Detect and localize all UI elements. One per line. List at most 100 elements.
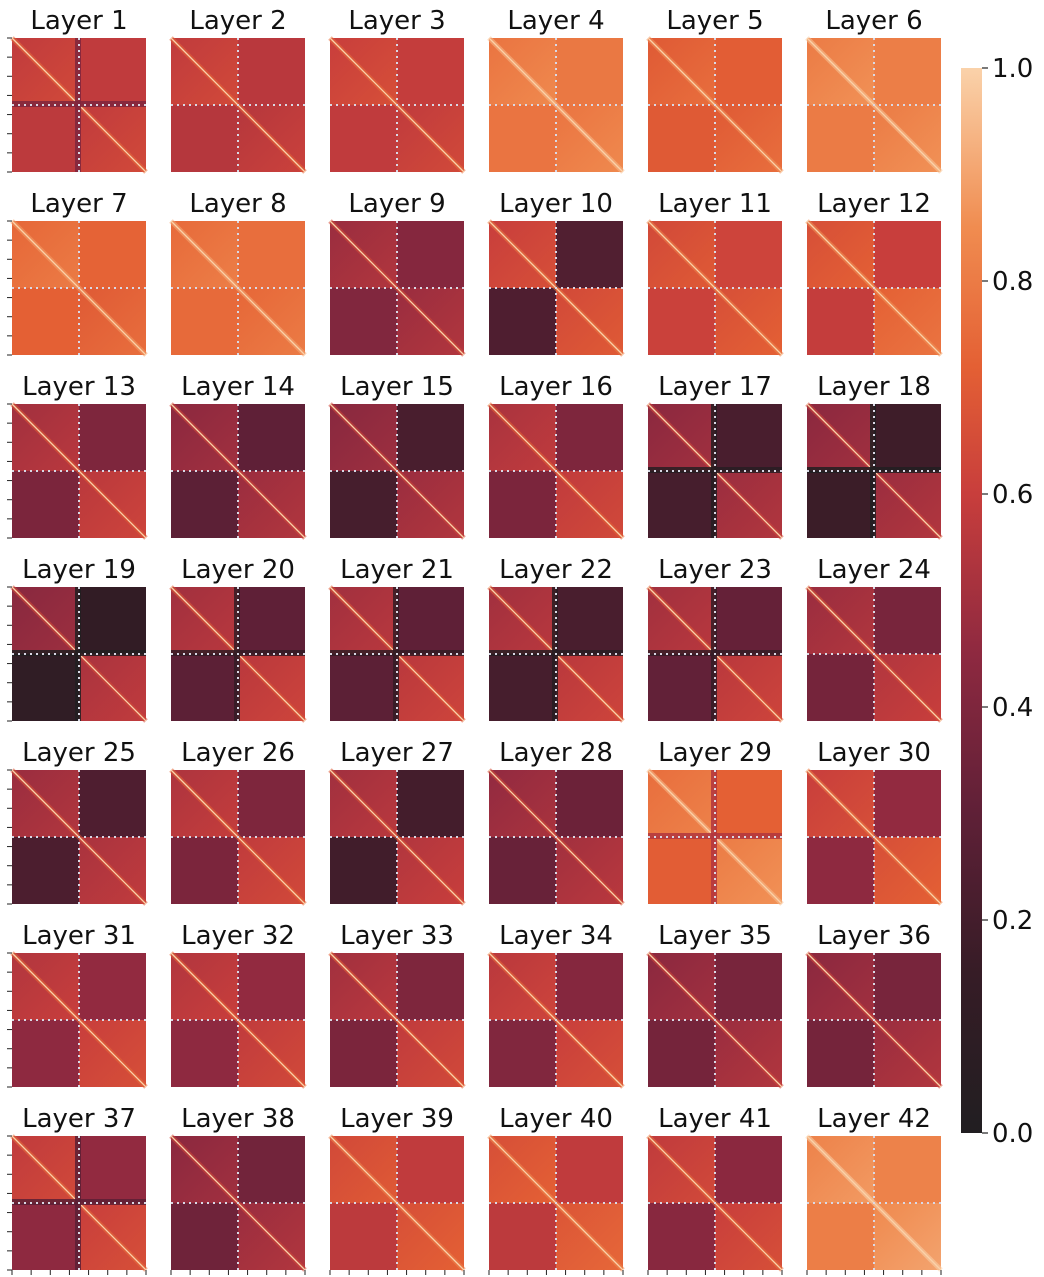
panel-title: Layer 36	[817, 921, 931, 951]
heatmap-block-top-right	[397, 953, 464, 1020]
heatmap-block-bottom-left	[648, 471, 715, 538]
heatmap-block-bottom-left	[489, 471, 556, 538]
panel-title: Layer 16	[499, 372, 613, 402]
panel-title: Layer 31	[22, 921, 136, 951]
heatmap-block-top-right	[238, 587, 305, 654]
heatmap-panel: Layer 20	[169, 555, 307, 723]
heatmap-panel: Layer 6	[805, 6, 943, 174]
heatmap-block-top-right	[79, 770, 146, 837]
heatmap-block-bottom-left	[330, 1020, 397, 1087]
panel-title: Layer 28	[499, 738, 613, 768]
heatmap-panel: Layer 1	[7, 6, 148, 174]
panel-title: Layer 39	[340, 1104, 454, 1134]
heatmap-block-bottom-left	[330, 288, 397, 355]
panel-title: Layer 35	[658, 921, 772, 951]
heatmap-panel: Layer 31	[7, 921, 148, 1089]
heatmap-block-top-right	[874, 221, 941, 288]
heatmap-panel: Layer 14	[169, 372, 307, 540]
heatmap-block-top-right	[397, 221, 464, 288]
heatmap-block-bottom-left	[171, 288, 238, 355]
panel-title: Layer 40	[499, 1104, 613, 1134]
heatmap-block-top-right	[79, 953, 146, 1020]
heatmap-block-top-right	[556, 1136, 623, 1203]
heatmap-block-bottom-left	[12, 1020, 79, 1087]
panel-title: Layer 6	[825, 6, 922, 36]
heatmap-block-top-right	[556, 770, 623, 837]
heatmap-panel: Layer 8	[169, 189, 307, 357]
heatmap-block-top-right	[556, 404, 623, 471]
panel-title: Layer 13	[22, 372, 136, 402]
heatmap-block-bottom-left	[807, 105, 874, 172]
heatmap-panel: Layer 13	[7, 372, 148, 540]
heatmap-block-top-right	[556, 38, 623, 105]
heatmap-panel: Layer 28	[487, 738, 625, 906]
panel-title: Layer 10	[499, 189, 613, 219]
heatmap-block-top-right	[874, 770, 941, 837]
heatmap-panel: Layer 15	[328, 372, 466, 540]
panel-title: Layer 5	[666, 6, 763, 36]
heatmap-block-top-right	[238, 38, 305, 105]
panel-title: Layer 34	[499, 921, 613, 951]
heatmap-panel: Layer 35	[646, 921, 784, 1089]
heatmap-block-bottom-left	[489, 1020, 556, 1087]
panel-title: Layer 7	[30, 189, 127, 219]
panel-title: Layer 26	[181, 738, 295, 768]
heatmap-panel: Layer 39	[328, 1104, 466, 1275]
panel-title: Layer 42	[817, 1104, 931, 1134]
heatmap-block-bottom-left	[489, 1203, 556, 1270]
heatmap-block-top-right	[238, 221, 305, 288]
heatmap-block-top-right	[397, 38, 464, 105]
panel-title: Layer 22	[499, 555, 613, 585]
heatmap-block-top-right	[238, 953, 305, 1020]
heatmap-panel: Layer 9	[328, 189, 466, 357]
heatmap-block-top-right	[874, 38, 941, 105]
heatmap-panel: Layer 37	[7, 1104, 148, 1275]
panel-title: Layer 3	[348, 6, 445, 36]
heatmap-block-bottom-left	[648, 1020, 715, 1087]
colorbar-tick-label: 1.0	[992, 54, 1033, 84]
heatmap-block-top-right	[715, 38, 782, 105]
heatmap-block-top-right	[874, 953, 941, 1020]
heatmap-panel: Layer 16	[487, 372, 625, 540]
heatmap-panel: Layer 26	[169, 738, 307, 906]
heatmap-panel: Layer 32	[169, 921, 307, 1089]
heatmap-block-bottom-left	[807, 1020, 874, 1087]
heatmap-panel: Layer 36	[805, 921, 943, 1089]
heatmap-block-bottom-left	[171, 471, 238, 538]
heatmap-block-top-right	[79, 221, 146, 288]
heatmap-block-bottom-left	[807, 471, 874, 538]
heatmap-panel: Layer 40	[487, 1104, 625, 1275]
heatmap-block-bottom-left	[12, 471, 79, 538]
heatmap-panel: Layer 29	[646, 738, 784, 906]
heatmap-block-bottom-left	[489, 837, 556, 904]
heatmap-panel: Layer 22	[487, 555, 625, 723]
panel-title: Layer 25	[22, 738, 136, 768]
panel-title: Layer 30	[817, 738, 931, 768]
panel-title: Layer 27	[340, 738, 454, 768]
heatmap-grid: Layer 1 Layer 2 Layer 3 Layer 4 Layer 5 Layer…	[7, 6, 943, 1275]
heatmap-block-bottom-left	[648, 288, 715, 355]
heatmap-panel: Layer 4	[487, 6, 625, 174]
heatmap-panel: Layer 41	[646, 1104, 784, 1275]
heatmap-panel: Layer 25	[7, 738, 148, 906]
panel-title: Layer 37	[22, 1104, 136, 1134]
panel-title: Layer 18	[817, 372, 931, 402]
heatmap-panel: Layer 23	[646, 555, 784, 723]
heatmap-block-bottom-left	[648, 837, 715, 904]
panel-title: Layer 20	[181, 555, 295, 585]
panel-title: Layer 17	[658, 372, 772, 402]
heatmap-panel: Layer 11	[646, 189, 784, 357]
heatmap-block-top-right	[556, 221, 623, 288]
colorbar-tick-label: 0.4	[992, 693, 1033, 723]
heatmap-block-bottom-left	[171, 105, 238, 172]
heatmap-block-top-right	[79, 38, 146, 105]
panel-title: Layer 15	[340, 372, 454, 402]
heatmap-panel: Layer 17	[646, 372, 784, 540]
heatmap-block-top-right	[79, 587, 146, 654]
panel-title: Layer 41	[658, 1104, 772, 1134]
colorbar-tick-label: 0.8	[992, 267, 1033, 297]
heatmap-block-bottom-left	[648, 1203, 715, 1270]
heatmap-panel: Layer 7	[7, 189, 148, 357]
colorbar-tick-label: 0.6	[992, 480, 1033, 510]
